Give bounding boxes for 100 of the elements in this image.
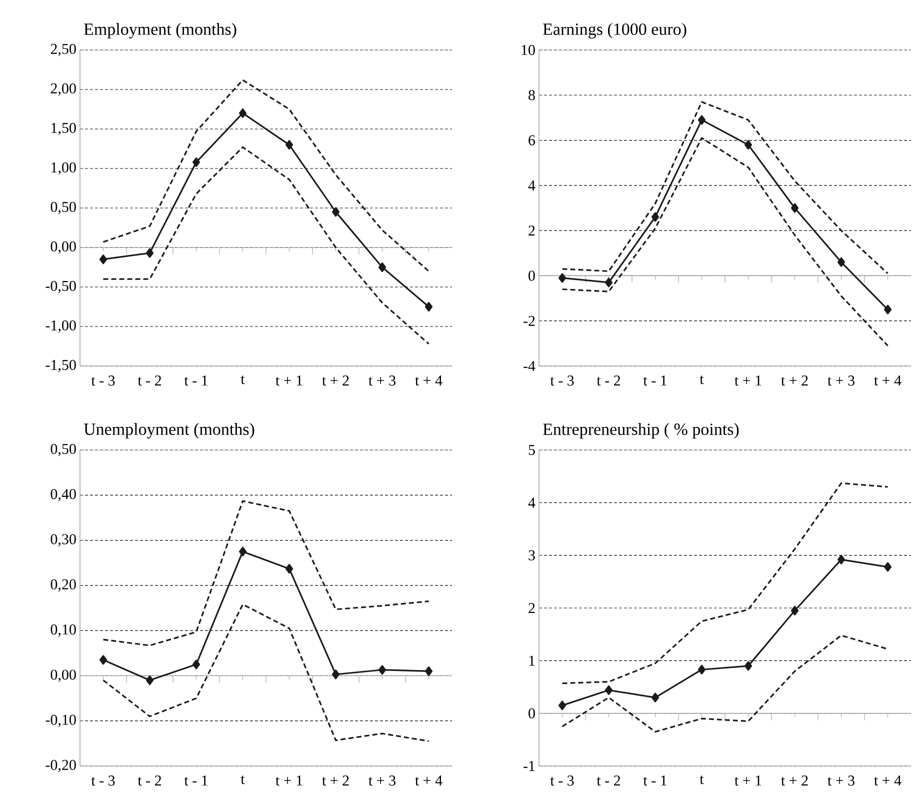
point [192,157,200,167]
point [192,660,200,670]
line-series [102,79,430,272]
chart-title: Unemployment (months) [84,423,254,438]
y-tick-label: -1,00 [46,320,76,333]
y-tick-label: -1,50 [46,360,76,372]
x-tick-label: t + 3 [368,776,396,786]
point [558,700,566,710]
x-tick-label: t - 3 [550,376,574,386]
chart-title: Earnings (1000 euro) [543,22,686,38]
point [744,140,752,150]
point [285,564,294,574]
point [99,655,108,665]
point [378,262,386,272]
y-tick-label: 0,50 [50,202,76,214]
x-tick-label: t - 2 [596,776,620,786]
point [332,670,340,680]
point [285,140,294,150]
y-tick-label: 0 [528,270,535,281]
line-series [561,634,889,733]
point [837,257,846,267]
y-tick-label: 4 [528,180,536,190]
line-series [561,101,889,274]
point [651,692,660,702]
y-tick-label: 8 [528,90,535,100]
point [238,108,247,118]
y-tick-label: 4 [528,498,536,508]
y-tick-label: -2 [524,316,535,326]
point [698,115,706,125]
y-tick-label: 2 [528,226,535,236]
line-series [561,137,889,346]
x-tick-label: t + 1 [734,776,762,786]
y-tick-label: 6 [528,135,536,146]
y-tick-label: 1 [529,656,535,666]
point [378,665,386,675]
y-tick-label: 2 [528,603,535,613]
x-tick-label: t - 2 [138,776,161,786]
x-tick-label: t - 1 [643,776,666,786]
x-tick-label: t + 2 [781,776,808,786]
point [698,664,706,674]
x-tick-label: t + 3 [368,376,396,386]
y-tick-label: -1 [524,761,535,771]
x-tick-label: t + 4 [874,776,902,786]
y-tick-label: 0,20 [50,579,76,592]
y-tick-label: 0,30 [50,534,76,546]
x-tick-label: t + 2 [322,376,349,386]
y-tick-label: -0,20 [46,760,76,772]
line-series [102,500,430,646]
x-tick-label: t - 3 [91,776,115,786]
y-tick-label: 5 [528,445,535,455]
point [651,212,660,222]
point [424,666,433,676]
x-tick-label: t + 1 [276,776,302,786]
y-tick-label: 1,00 [52,162,76,175]
point [884,562,892,572]
y-tick-label: 0,40 [50,489,76,502]
x-tick-label: t - 1 [184,376,208,386]
chart-title: Entrepreneurship ( % points) [543,423,739,438]
x-tick-label: t - 2 [596,376,620,386]
x-tick-label: t - 1 [643,376,666,386]
x-tick-label: t + 1 [276,376,302,386]
line-series [102,604,430,742]
y-tick-label: 3 [528,550,535,560]
point [332,207,340,217]
x-tick-label: t + 2 [781,376,808,386]
y-tick-label: 2,50 [50,44,76,56]
x-tick-label: t - 1 [184,776,208,786]
x-tick-label: t [240,376,245,384]
point [790,203,799,213]
x-tick-label: t + 4 [415,776,442,786]
y-tick-label: 2,00 [50,83,76,96]
line-series [102,146,430,345]
line-series [561,482,889,684]
point [146,248,154,258]
point [558,273,566,283]
point [146,675,154,686]
point [424,302,433,312]
y-tick-label: 0,00 [50,670,76,682]
y-tick-label: 10 [522,44,535,56]
y-tick-label: 0,50 [50,444,76,456]
y-tick-label: 0,10 [50,624,76,637]
x-tick-label: t + 3 [828,376,854,386]
y-tick-label: -0,50 [46,280,76,294]
point [884,304,892,314]
point [604,278,613,288]
x-tick-label: t - 3 [550,776,574,786]
x-tick-label: t - 2 [138,376,161,386]
x-tick-label: t + 2 [322,776,349,786]
x-tick-label: t [700,376,704,384]
y-tick-label: -0,10 [46,714,76,727]
x-tick-label: t + 1 [734,376,762,386]
point [790,606,799,616]
point [604,685,613,695]
y-tick-label: 0 [528,708,535,718]
y-tick-label: 1,50 [52,122,76,136]
point [744,661,752,671]
point [99,254,108,264]
x-tick-label: t + 3 [828,776,854,786]
x-tick-label: t + 4 [874,376,902,386]
x-tick-label: t + 4 [415,376,442,386]
